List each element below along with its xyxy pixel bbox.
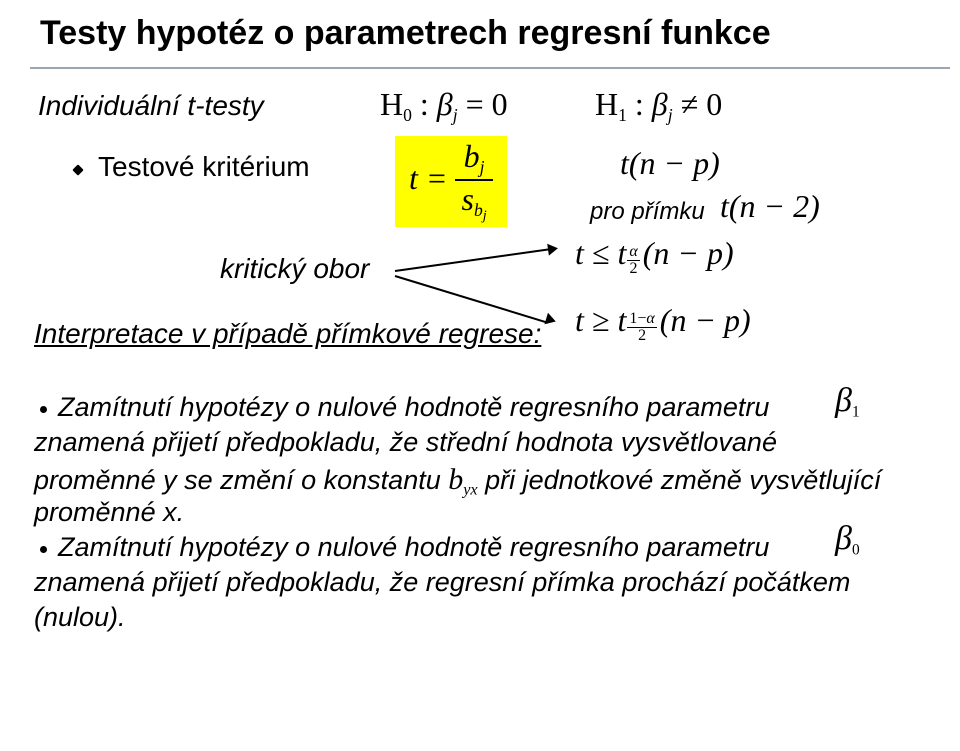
frac-den-j: j [483,207,487,223]
h1-sub: 1 [618,105,627,125]
h0-colon: : [412,86,437,122]
title-text: Testy hypotéz o parametrech regresní fun… [40,14,771,52]
h0-formula: H0 : βj = 0 [380,86,508,126]
tnp-text: t(n − p) [620,145,720,181]
frac-num-b: b [464,138,480,174]
para2-line1: Zamítnutí hypotézy o nulové hodnotě regr… [58,530,818,565]
crit2-post: (n − p) [660,302,751,338]
para2-line2: znamená přijetí předpokladu, že regresní… [34,565,934,600]
crit2-two: 2 [627,327,656,344]
crit1-two: 2 [627,260,639,277]
bullet-icon [72,164,83,175]
beta0: β0 [835,520,860,559]
h1-beta: β [652,86,668,122]
crit2-subfrac: 1−α2 [627,311,656,344]
crit1-alpha: α [627,244,639,260]
beta1: β1 [835,382,860,421]
para1-line4: proměnné x. [34,495,184,530]
slide-page: Testy hypotéz o parametrech regresní fun… [0,0,960,751]
t-n-2: t(n − 2) [720,188,820,225]
crit1-pre: t ≤ t [575,235,626,271]
para1c-post: při jednotkové změně vysvětlující [478,465,882,495]
h1-colon: : [627,86,652,122]
arrow-head-2 [544,313,557,327]
arrow-line-1 [395,248,552,272]
arrow-head-1 [547,242,559,255]
test-criterion-label: Testové kritérium [98,151,310,183]
crit2-pre: t ≥ t [575,302,626,338]
title-bar: Testy hypotéz o parametrech regresní fun… [30,8,950,69]
dot-bullet-2 [40,546,47,553]
t-eq: t = [409,160,455,196]
critical-region-label: kritický obor [220,253,369,285]
crit2-alpha: α [646,310,654,327]
beta0-sub: 0 [852,541,860,558]
h1-formula: H1 : βj ≠ 0 [595,86,722,126]
frac-num-j: j [480,157,485,177]
pro-primku-label: pro přímku [590,198,705,226]
crit-ge: t ≥ t1−α2(n − p) [575,302,751,344]
para1-line2: znamená přijetí předpokladu, že střední … [34,425,914,460]
individual-tests-label: Individuální t-testy [38,90,264,122]
byx-sub: yx [463,481,477,499]
h1-neq0: ≠ 0 [673,86,723,122]
crit1-subfrac: α2 [627,244,639,277]
para1c-pre: proměnné y se změní o konstantu [34,465,448,495]
frac-den-b: b [474,200,483,220]
beta0-sym: β [835,520,852,557]
t-formula-box: t = bj sbj [395,136,507,227]
t-fraction: bj sbj [455,140,492,223]
h0-h: H [380,86,403,122]
crit1-post: (n − p) [643,235,734,271]
h1-h: H [595,86,618,122]
beta1-sub: 1 [852,403,860,420]
interpretation-heading: Interpretace v případě přímkové regrese: [34,318,541,350]
beta1-sym: β [835,382,852,419]
dot-bullet-1 [40,406,47,413]
arrow-line-2 [395,275,549,324]
h0-eq0: = 0 [458,86,508,122]
byx-b: b [448,463,463,496]
tn2-text: t(n − 2) [720,188,820,224]
crit-le: t ≤ tα2(n − p) [575,235,734,277]
para1-line1: Zamítnutí hypotézy o nulové hodnotě regr… [58,390,818,425]
frac-den-s: s [461,181,473,217]
para2-line3: (nulou). [34,600,126,635]
t-n-p: t(n − p) [620,145,720,182]
crit2-oneminus: 1− [629,310,646,327]
h0-beta: β [437,86,453,122]
h0-sub: 0 [403,105,412,125]
